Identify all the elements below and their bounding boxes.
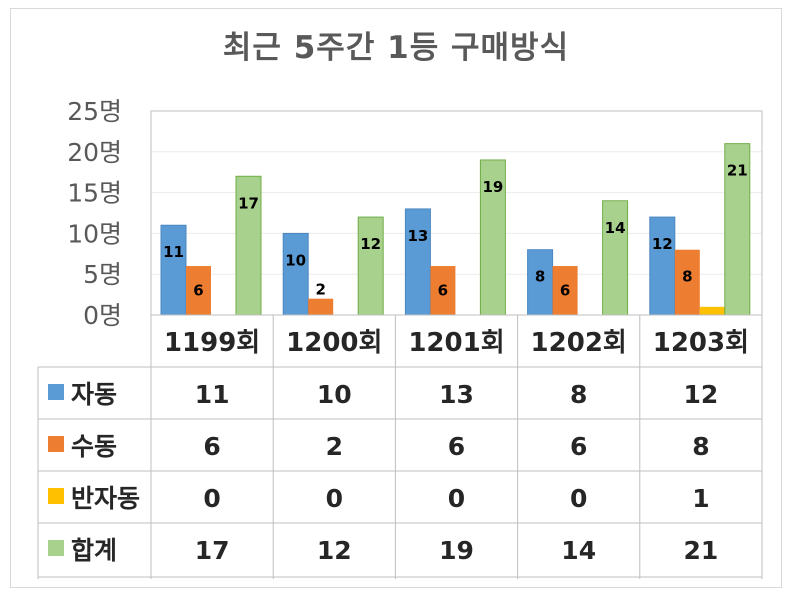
table-cell: 13 [439, 380, 474, 409]
legend-key-수동 [48, 436, 64, 452]
bar-합계-1199회 [235, 175, 262, 316]
table-cell: 11 [195, 380, 230, 409]
bar-합계-1202회 [602, 200, 629, 316]
y-tick-label: 10명 [67, 219, 122, 248]
table-cell: 8 [692, 432, 709, 461]
y-tick-label: 20명 [67, 138, 122, 167]
data-label: 13 [407, 227, 428, 245]
table-cell: 1 [692, 484, 709, 513]
legend-label: 수동 [71, 432, 117, 461]
legend-key-반자동 [48, 488, 64, 504]
data-label: 2 [315, 281, 325, 299]
y-tick-label: 15명 [67, 179, 122, 208]
legend-label: 반자동 [71, 484, 140, 513]
data-label: 6 [560, 282, 570, 300]
chart-title: 최근 5주간 1등 구매방식 [222, 30, 570, 66]
legend-label: 자동 [71, 380, 117, 409]
table-cell: 12 [317, 536, 352, 565]
data-label: 8 [682, 268, 692, 286]
bar-수동-1199회 [186, 266, 211, 315]
bar-자동-1199회 [160, 224, 187, 316]
table-cell: 0 [203, 484, 220, 513]
data-label: 17 [238, 194, 259, 212]
category-label: 1201회 [408, 328, 504, 358]
data-label: 11 [163, 243, 184, 261]
bar-수동-1203회 [674, 249, 700, 315]
table-cell: 19 [439, 536, 474, 565]
bar-합계-1200회 [357, 216, 384, 316]
bar-자동-1200회 [282, 232, 309, 316]
legend-label: 합계 [71, 536, 117, 565]
category-label: 1203회 [653, 328, 749, 358]
data-label: 14 [605, 219, 626, 237]
category-label: 1200회 [286, 328, 382, 358]
category-label: 1202회 [531, 328, 627, 358]
y-tick-label: 0명 [83, 301, 122, 330]
table-cell: 14 [561, 536, 596, 565]
bar-수동-1201회 [430, 266, 456, 315]
data-label: 6 [193, 282, 203, 300]
bar-자동-1202회 [527, 249, 554, 316]
table-cell: 0 [448, 484, 465, 513]
table-cell: 12 [684, 380, 719, 409]
data-label: 8 [535, 268, 545, 286]
bar-합계-1201회 [479, 159, 506, 316]
table-cell: 2 [326, 432, 343, 461]
y-tick-label: 25명 [67, 97, 122, 126]
data-label: 10 [285, 251, 306, 269]
bar-합계-1203회 [724, 143, 751, 316]
table-cell: 17 [195, 536, 230, 565]
bar-반자동-1203회 [699, 306, 725, 315]
y-tick-label: 5명 [83, 260, 122, 289]
data-label: 19 [482, 178, 503, 196]
bar-자동-1201회 [404, 208, 431, 316]
category-label: 1199회 [164, 328, 260, 358]
table-cell: 21 [684, 536, 719, 565]
legend-key-합계 [48, 540, 64, 556]
table-cell: 6 [203, 432, 220, 461]
table-cell: 0 [570, 484, 587, 513]
table-cell: 10 [317, 380, 352, 409]
table-cell: 6 [448, 432, 465, 461]
legend-key-자동 [48, 384, 64, 400]
bar-수동-1200회 [308, 298, 334, 315]
data-label: 6 [438, 282, 448, 300]
table-cell: 0 [326, 484, 343, 513]
bar-수동-1202회 [552, 266, 578, 315]
table-cell: 6 [570, 432, 587, 461]
bar-자동-1203회 [649, 216, 676, 316]
data-label: 12 [652, 235, 673, 253]
data-label: 21 [727, 162, 748, 180]
data-label: 12 [360, 235, 381, 253]
table-cell: 8 [570, 380, 587, 409]
